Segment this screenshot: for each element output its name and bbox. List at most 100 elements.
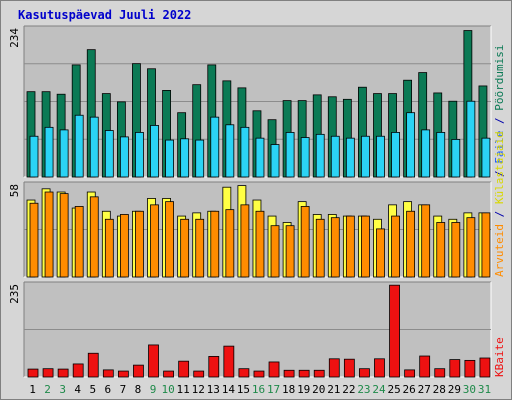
bar-KBaite-24 (374, 358, 385, 378)
x-tick-label: 19 (297, 383, 310, 396)
x-tick-label: 15 (237, 383, 250, 396)
series-legend: / Faile / Pöördumisi (493, 45, 506, 177)
bar-KBaite-27 (419, 355, 431, 378)
bar-Arvuteid-6 (104, 218, 114, 278)
x-tick-label: 8 (135, 383, 142, 396)
bar-Faile-12 (195, 139, 205, 178)
bar-Faile-2 (44, 126, 54, 178)
x-tick-label: 2 (44, 383, 51, 396)
bar-Arvuteid-5 (89, 196, 99, 278)
chart-title: Kasutuspäevad Juuli 2022 (18, 8, 191, 22)
bar-Arvuteid-18 (285, 225, 295, 278)
bar-KBaite-3 (57, 368, 69, 378)
legend-label: Külastajaid (493, 131, 506, 204)
legend-label: / (493, 111, 506, 131)
bar-KBaite-23 (359, 368, 370, 378)
bar-Faile-29 (451, 139, 461, 178)
bar-KBaite-31 (479, 357, 491, 378)
panel-top: 234 / Faile / Pöördumisi (8, 25, 506, 178)
bar-KBaite-25 (389, 284, 400, 378)
bar-KBaite-12 (193, 370, 205, 378)
bar-Faile-27 (421, 129, 431, 178)
bar-Arvuteid-25 (391, 215, 400, 278)
series-KBaite (27, 284, 491, 378)
bar-Faile-24 (376, 135, 385, 178)
bar-Arvuteid-14 (225, 209, 235, 278)
bar-Arvuteid-8 (135, 210, 144, 278)
legend-label: / (493, 204, 506, 224)
bar-KBaite-1 (27, 368, 39, 378)
bar-Faile-30 (466, 100, 476, 178)
bar-KBaite-10 (163, 370, 174, 378)
bar-Arvuteid-13 (210, 210, 220, 278)
bar-Arvuteid-16 (255, 210, 265, 278)
bar-KBaite-19 (298, 369, 310, 378)
bar-Faile-8 (135, 132, 144, 178)
x-tick-label: 11 (177, 383, 190, 396)
x-tick-label: 27 (418, 383, 431, 396)
bar-Arvuteid-29 (451, 222, 461, 278)
bar-Faile-20 (315, 133, 325, 178)
bar-KBaite-18 (283, 369, 295, 378)
bar-Faile-6 (104, 130, 114, 178)
x-tick-label: 24 (372, 383, 386, 396)
panel-middle: 58 Arvuteid / Külastajaid (8, 131, 506, 278)
bar-KBaite-13 (208, 356, 220, 378)
bar-Faile-25 (391, 132, 400, 178)
y-max-label: 234 (8, 28, 21, 48)
bar-Arvuteid-3 (59, 193, 69, 278)
bar-KBaite-17 (268, 361, 280, 378)
bar-Arvuteid-28 (436, 222, 446, 278)
bar-KBaite-26 (404, 369, 416, 378)
x-tick-label: 25 (387, 383, 400, 396)
bar-KBaite-22 (343, 358, 355, 378)
bar-Arvuteid-9 (150, 204, 159, 278)
bar-KBaite-20 (313, 369, 325, 378)
x-tick-label: 17 (267, 383, 280, 396)
x-tick-label: 3 (59, 383, 66, 396)
bar-Arvuteid-30 (466, 217, 476, 278)
bar-KBaite-16 (253, 370, 265, 378)
bar-Arvuteid-15 (240, 204, 250, 278)
bar-Faile-3 (59, 129, 69, 178)
bar-Arvuteid-1 (29, 202, 39, 278)
x-tick-label: 16 (252, 383, 265, 396)
bar-Faile-15 (240, 126, 250, 178)
bar-KBaite-6 (102, 369, 114, 378)
bar-Arvuteid-23 (361, 215, 370, 278)
bar-Faile-17 (270, 144, 280, 178)
bar-Arvuteid-10 (165, 201, 174, 278)
x-tick-label: 29 (448, 383, 461, 396)
x-tick-label: 1 (29, 383, 36, 396)
legend-label: Arvuteid (493, 224, 506, 277)
bar-Arvuteid-31 (481, 212, 491, 278)
x-tick-label: 10 (161, 383, 174, 396)
x-tick-label: 5 (89, 383, 96, 396)
bar-KBaite-5 (87, 352, 99, 378)
x-tick-label: 20 (312, 383, 325, 396)
bar-Arvuteid-26 (406, 210, 416, 278)
bar-Faile-11 (180, 138, 190, 178)
x-tick-label: 7 (120, 383, 127, 396)
bar-Faile-7 (119, 136, 129, 178)
series-Faile (29, 100, 491, 178)
x-tick-label: 18 (282, 383, 295, 396)
bar-KBaite-14 (223, 345, 235, 378)
bar-KBaite-21 (328, 358, 340, 378)
bar-Faile-5 (89, 116, 99, 178)
x-tick-label: 13 (207, 383, 220, 396)
x-tick-label: 28 (433, 383, 446, 396)
legend-label: / (493, 164, 506, 177)
bar-Faile-13 (210, 116, 220, 178)
bar-Arvuteid-2 (44, 191, 54, 278)
x-tick-label: 12 (192, 383, 205, 396)
bar-Faile-23 (361, 135, 370, 178)
x-tick-label: 6 (105, 383, 112, 396)
bar-Faile-18 (285, 132, 295, 178)
x-tick-label: 21 (327, 383, 340, 396)
bar-Faile-31 (481, 137, 491, 178)
bar-Arvuteid-20 (315, 218, 325, 278)
panel-bottom: 235 KBaite (8, 281, 506, 378)
bar-Faile-22 (345, 137, 355, 178)
legend-label: Faile (493, 131, 506, 164)
